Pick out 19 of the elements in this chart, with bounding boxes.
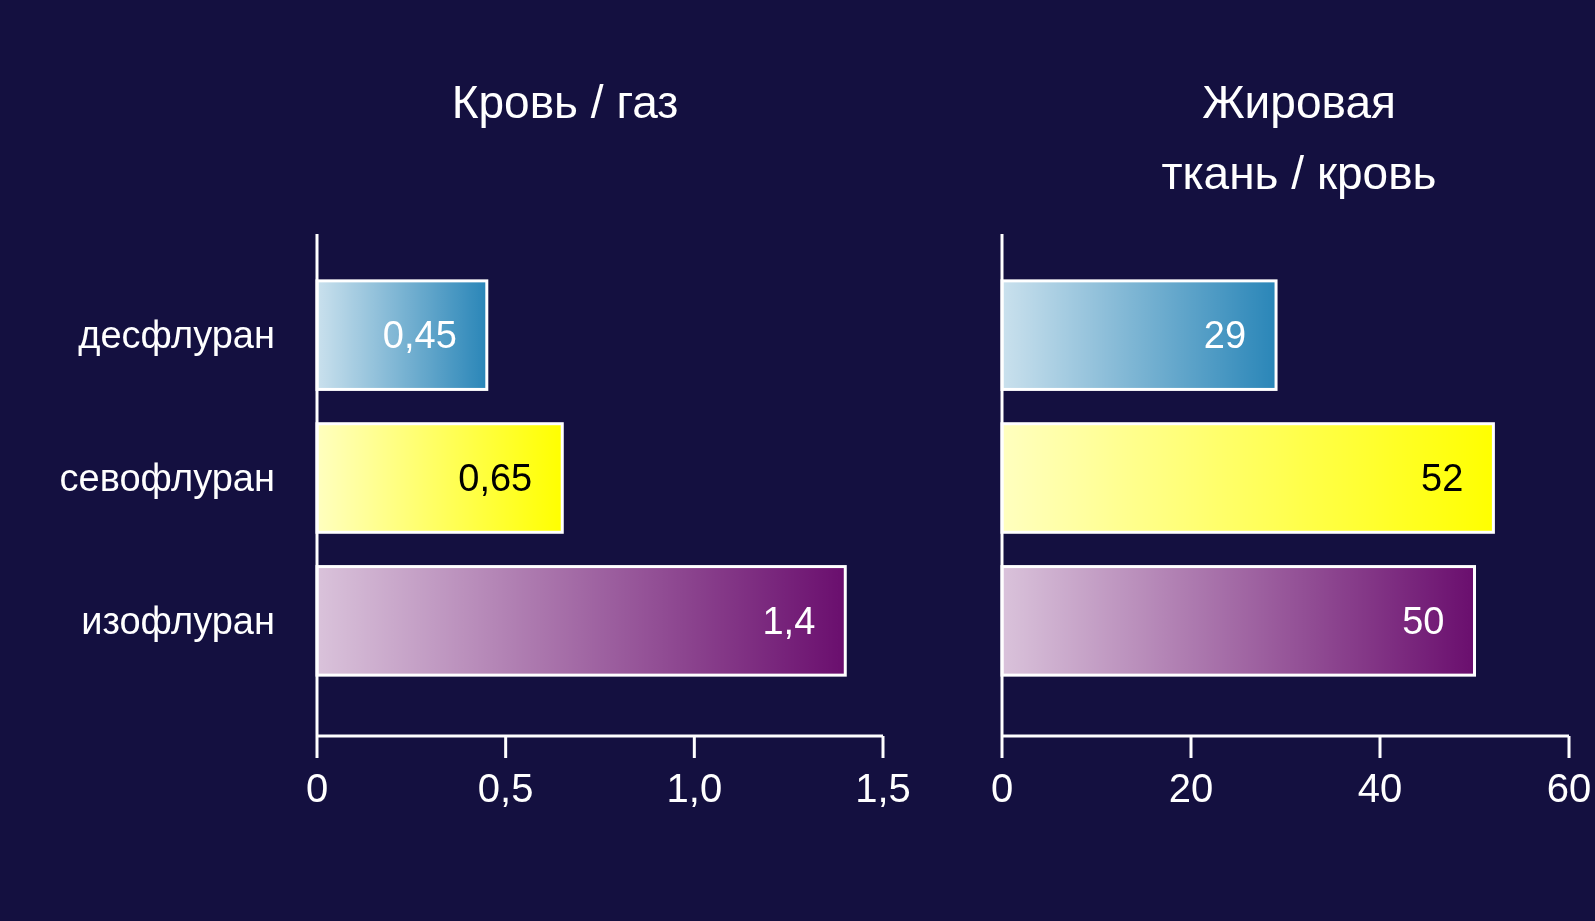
- data-label: 52: [1421, 457, 1464, 500]
- x-tick-label: 0: [990, 766, 1014, 810]
- x-tick-label: 1,5: [855, 766, 911, 810]
- x-tick-label: 20: [1168, 766, 1214, 810]
- chart-title: Жировая ткань / кровь: [1161, 76, 1437, 199]
- data-label: 1,4: [762, 600, 816, 643]
- x-tick-label: 40: [1357, 766, 1403, 810]
- y-tick-label: севофлуран: [59, 457, 275, 500]
- data-label: 29: [1203, 314, 1247, 357]
- x-tick-label: 1,0: [666, 766, 723, 810]
- x-tick-label: 0,5: [477, 766, 534, 810]
- y-tick-label: изофлуран: [81, 600, 275, 643]
- chart-title: Кровь / газ: [451, 76, 679, 128]
- y-tick-label: десфлуран: [78, 314, 275, 357]
- data-label: 0,45: [382, 314, 457, 357]
- data-label: 50: [1402, 600, 1445, 643]
- x-tick-label: 60: [1546, 766, 1592, 810]
- data-label: 0,65: [458, 457, 533, 500]
- x-tick-label: 0: [305, 766, 329, 810]
